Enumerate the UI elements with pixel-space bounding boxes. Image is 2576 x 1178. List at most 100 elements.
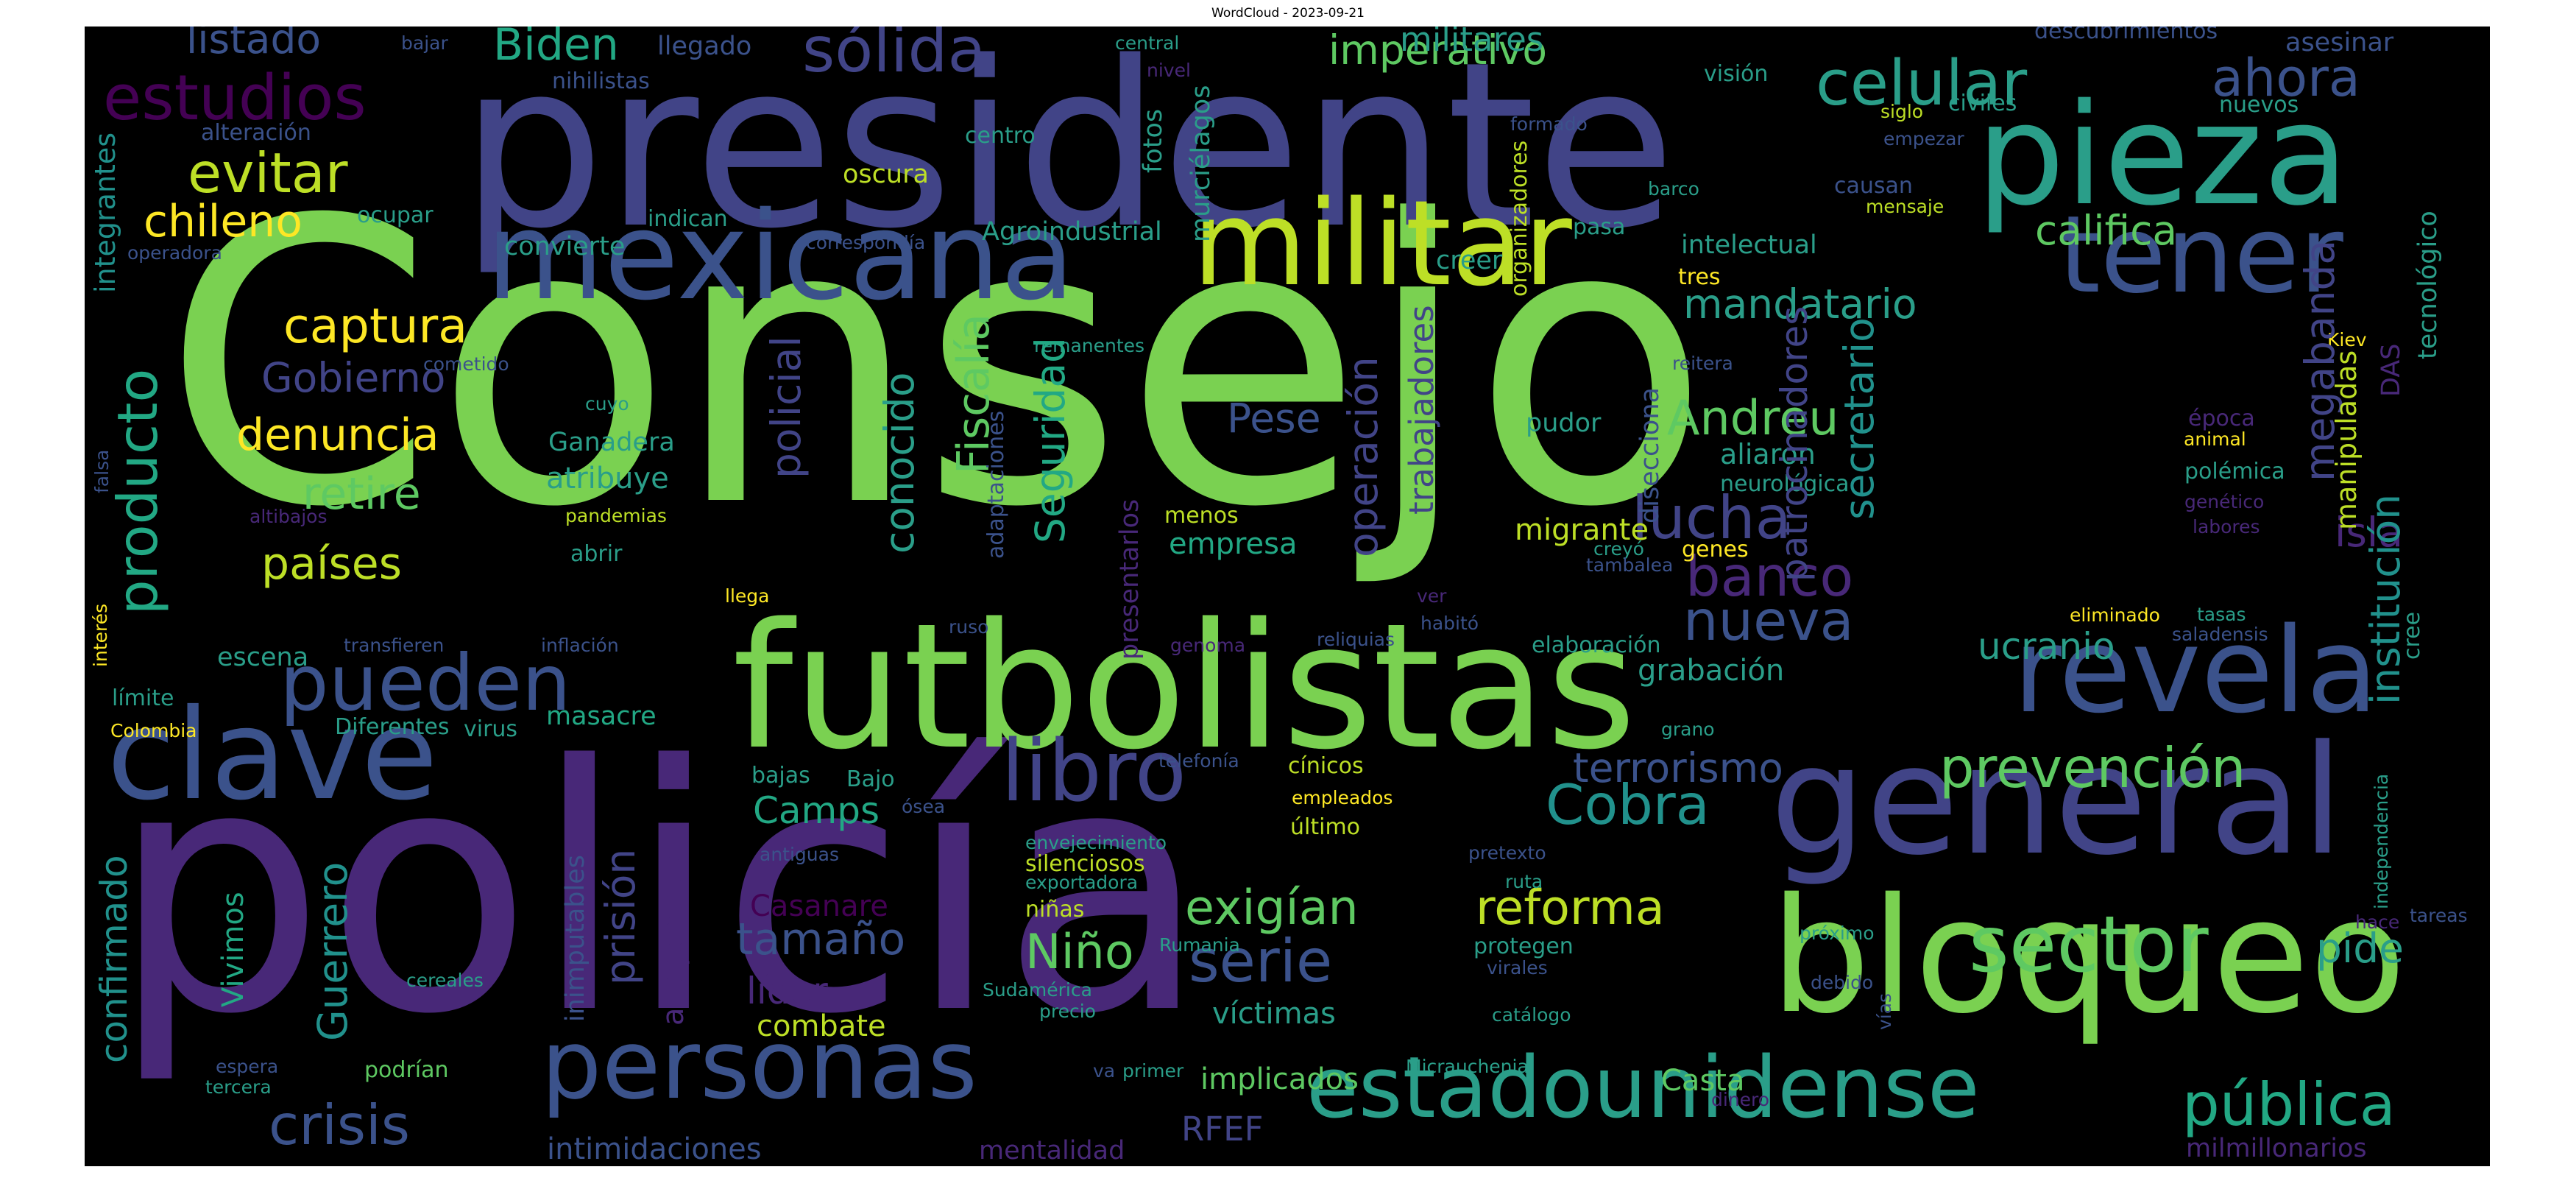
- word-pese: Pese: [1227, 395, 1321, 442]
- word-lucha: lucha: [1632, 484, 1791, 552]
- word-exigian: exigían: [1185, 881, 1359, 936]
- word-clave: clave: [107, 683, 439, 828]
- word-asesinar: asesinar: [2285, 28, 2394, 57]
- word-empezar: empezar: [1883, 128, 1964, 149]
- word-bloqueo: bloqueo: [1770, 864, 2407, 1048]
- word-habito: habitó: [1420, 613, 1479, 634]
- word-interes: interés: [90, 603, 111, 667]
- word-ruso: ruso: [949, 616, 989, 638]
- word-centro: centro: [965, 123, 1036, 149]
- word-llegado: llegado: [657, 32, 752, 61]
- word-intimidaciones: intimidaciones: [547, 1132, 762, 1166]
- word-nivel: nivel: [1147, 60, 1191, 81]
- word-captura: captura: [283, 299, 468, 354]
- word-producto: producto: [105, 368, 170, 615]
- word-telefonia: telefonía: [1158, 750, 1239, 772]
- word-califica: califica: [2035, 207, 2178, 254]
- word-crisis: crisis: [269, 1093, 410, 1157]
- word-integrantes: integrantes: [89, 132, 121, 293]
- word-andreu: Andreu: [1667, 391, 1839, 446]
- word-militar: militar: [1192, 174, 1572, 312]
- word-operadora: operadora: [127, 242, 222, 264]
- word-espera: espera: [216, 1056, 279, 1077]
- word-grano: grano: [1661, 719, 1715, 740]
- word-revela: revela: [2013, 602, 2379, 739]
- word-va: va: [1093, 1060, 1116, 1082]
- word-independencia: independencia: [2371, 773, 2392, 909]
- word-tecnologico: tecnológico: [2413, 211, 2443, 359]
- word-implicados: implicados: [1200, 1062, 1359, 1096]
- word-abrir: abrir: [570, 541, 623, 567]
- word-indican: indican: [648, 206, 728, 232]
- word-genoma: genoma: [1170, 635, 1246, 656]
- word-intelectual: intelectual: [1681, 230, 1817, 260]
- word-militares: militares: [1400, 27, 1544, 59]
- word-lider: líder: [746, 970, 828, 1012]
- word-migrante: migrante: [1515, 513, 1649, 547]
- word-ganadera: Ganadera: [548, 428, 675, 457]
- word-paises: países: [261, 538, 402, 590]
- word-cloud: Consejo policía presidente futbolistas gener…: [85, 27, 2490, 1166]
- word-hace: hace: [2355, 911, 2400, 933]
- word-presidente: presidente: [460, 27, 1677, 279]
- word-virus: virus: [464, 716, 518, 742]
- word-prevencion: prevención: [1939, 736, 2246, 800]
- word-nihilistas: nihilistas: [552, 68, 650, 94]
- word-bajas: bajas: [751, 763, 810, 789]
- word-terrorismo: terrorismo: [1573, 744, 1783, 791]
- word-neurologica: neurológica: [1720, 471, 1850, 497]
- word-inflacion: inflación: [541, 635, 619, 656]
- word-ruta: ruta: [1505, 871, 1543, 892]
- word-mexicana: mexicana: [486, 186, 1075, 327]
- word-animal: animal: [2184, 428, 2246, 450]
- word-transfieren: transfieren: [344, 635, 445, 656]
- word-policial: policial: [762, 336, 810, 479]
- word-ahora: ahora: [2212, 48, 2360, 108]
- word-pide: pide: [2316, 925, 2404, 972]
- word-serie: serie: [1189, 927, 1333, 995]
- word-adaptaciones: adaptaciones: [983, 410, 1009, 559]
- word-tasas: tasas: [2197, 604, 2246, 625]
- word-pudor: pudor: [1526, 409, 1602, 438]
- word-general: general: [1770, 713, 2344, 889]
- word-vivimos: Vivimos: [216, 892, 250, 1007]
- word-organizadores: organizadores: [1507, 140, 1532, 297]
- word-personas: personas: [541, 1009, 977, 1121]
- word-descubrimientos: descubrimientos: [2034, 27, 2218, 44]
- word-envejecimiento: envejecimiento: [1025, 832, 1167, 853]
- word-menos: menos: [1164, 503, 1239, 529]
- word-polemica: polémica: [2184, 459, 2285, 484]
- word-tareas: tareas: [2410, 905, 2468, 926]
- word-nueva: nueva: [1683, 588, 1854, 653]
- word-proximo: próximo: [1800, 923, 1875, 944]
- word-consejo: Consejo: [162, 138, 1710, 592]
- word-solida: sólida: [802, 27, 986, 87]
- word-catalogo: catálogo: [1492, 1004, 1571, 1026]
- word-dinero: dinero: [1711, 1089, 1770, 1110]
- word-barco: barco: [1648, 178, 1699, 200]
- word-atribuye: atribuye: [546, 462, 669, 495]
- word-falsa: falsa: [91, 449, 113, 493]
- word-trabajadores: trabajadores: [1402, 305, 1441, 515]
- word-banco: banco: [1685, 544, 1854, 609]
- word-causan: causan: [1834, 173, 1913, 199]
- word-ucranio: ucranio: [1978, 625, 2115, 668]
- word-publica: pública: [2182, 1071, 2396, 1139]
- word-libro: libro: [1001, 722, 1187, 821]
- word-labores: labores: [2193, 516, 2260, 537]
- word-pueden: pueden: [280, 638, 571, 728]
- word-casta: Casta: [1661, 1064, 1745, 1098]
- word-mensaje: mensaje: [1866, 196, 1945, 217]
- word-ver: ver: [1417, 585, 1447, 607]
- word-vision: visión: [1704, 61, 1769, 87]
- word-eliminado: eliminado: [2070, 604, 2160, 626]
- word-pandemias: pandemias: [565, 505, 667, 526]
- word-pasa: pasa: [1573, 214, 1626, 240]
- word-denuncia: denuncia: [236, 409, 439, 461]
- word-osea: ósea: [902, 796, 946, 817]
- word-exportadora: exportadora: [1025, 872, 1139, 893]
- word-conocido: conocido: [876, 372, 923, 554]
- word-micrauchenia: Micrauchenia: [1406, 1056, 1529, 1077]
- word-tener: tener: [2059, 193, 2343, 317]
- word-disecciona: disecciona: [1635, 387, 1665, 523]
